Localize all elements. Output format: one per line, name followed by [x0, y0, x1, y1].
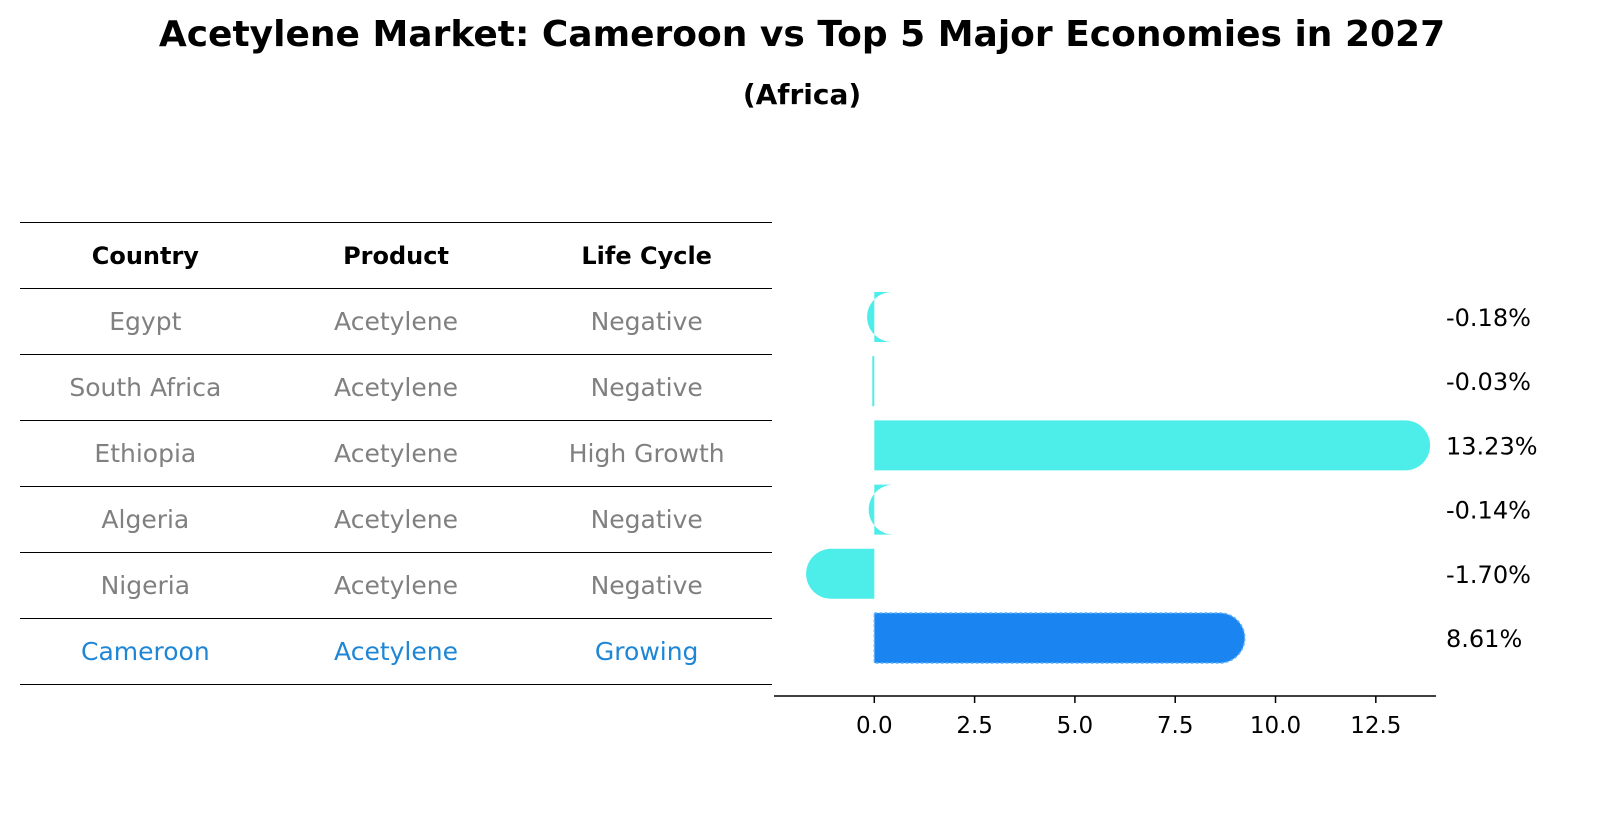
cell-product: Acetylene: [334, 637, 458, 666]
bar-value-label: 8.61%: [1446, 625, 1522, 653]
bar-chart: 0.0 2.5 5.0 7.5 10.0 12.5 -0.18% -0.03% 13.23% -0…: [774, 292, 1538, 739]
cell-product: Acetylene: [334, 373, 458, 402]
chart-title: Acetylene Market: Cameroon vs Top 5 Majo…: [158, 14, 1446, 55]
x-tick-label: 12.5: [1350, 713, 1401, 739]
x-tick-label: 5.0: [1057, 713, 1094, 739]
table-row: Algeria Acetylene Negative: [20, 486, 772, 552]
cell-product: Acetylene: [334, 307, 458, 336]
x-tick-label: 2.5: [956, 713, 993, 739]
bar-value-label: -1.70%: [1446, 561, 1531, 589]
cell-life-cycle: Negative: [590, 505, 703, 534]
header-country: Country: [91, 241, 199, 270]
x-tick-label: 0.0: [856, 713, 893, 739]
bar-value-label: -0.18%: [1446, 304, 1531, 332]
cell-life-cycle: Negative: [590, 571, 703, 600]
bar-highlight: [873, 612, 1246, 664]
table-row-highlight: Cameroon Acetylene Growing: [20, 618, 772, 685]
table-header-row: Country Product Life Cycle: [20, 222, 772, 288]
cell-life-cycle: Negative: [590, 373, 703, 402]
cell-country: Ethiopia: [94, 439, 197, 468]
cell-country: South Africa: [69, 373, 222, 402]
bar: [874, 420, 1431, 471]
cell-life-cycle: High Growth: [568, 439, 725, 468]
bar: [806, 548, 875, 599]
bar-value-label: -0.03%: [1446, 368, 1531, 396]
table-row: Ethiopia Acetylene High Growth: [20, 420, 772, 486]
table-row: South Africa Acetylene Negative: [20, 354, 772, 420]
bar: [872, 356, 875, 407]
cell-life-cycle: Growing: [594, 637, 699, 666]
bar-value-label: -0.14%: [1446, 497, 1531, 525]
table-row: Nigeria Acetylene Negative: [20, 552, 772, 618]
cell-country: Cameroon: [80, 637, 210, 666]
header-product: Product: [343, 241, 449, 270]
table-row: Egypt Acetylene Negative: [20, 288, 772, 354]
x-tick-label: 10.0: [1250, 713, 1301, 739]
data-table: Country Product Life Cycle Egypt Acetyle…: [20, 222, 772, 685]
cell-country: Egypt: [109, 307, 182, 336]
bar: [868, 484, 894, 535]
cell-product: Acetylene: [334, 571, 458, 600]
cell-product: Acetylene: [334, 439, 458, 468]
chart-subtitle: (Africa): [742, 78, 862, 111]
cell-country: Algeria: [101, 505, 190, 534]
cell-life-cycle: Negative: [590, 307, 703, 336]
cell-country: Nigeria: [100, 571, 191, 600]
x-tick-label: 7.5: [1157, 713, 1194, 739]
header-life-cycle: Life Cycle: [581, 241, 712, 270]
bar-value-label: 13.23%: [1446, 432, 1538, 460]
bar: [867, 292, 893, 342]
cell-product: Acetylene: [334, 505, 458, 534]
